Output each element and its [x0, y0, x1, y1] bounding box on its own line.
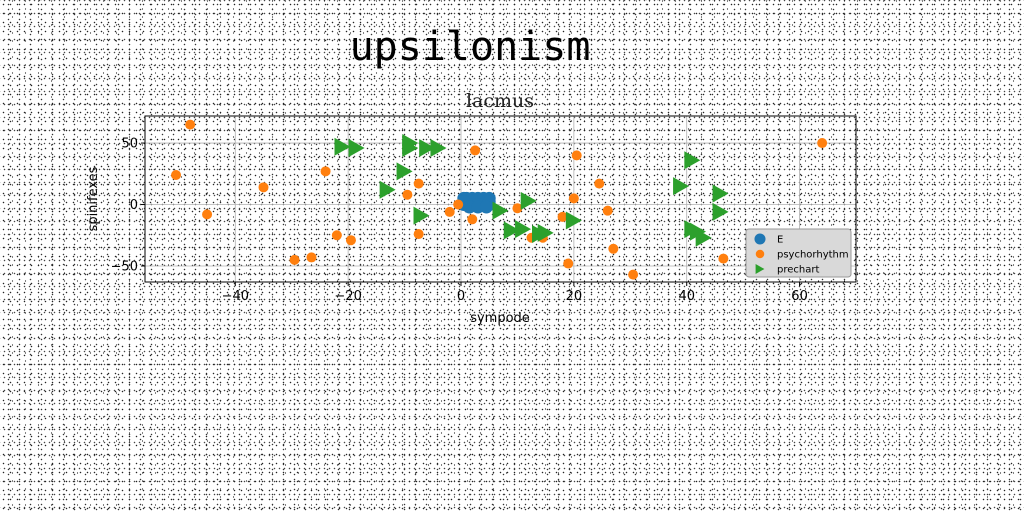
legend-label: prechart	[777, 265, 819, 276]
legend-marker	[755, 264, 765, 274]
data-point	[258, 182, 269, 193]
data-point	[492, 201, 509, 220]
data-point	[402, 138, 419, 157]
legend-box	[745, 228, 852, 278]
data-point	[444, 206, 455, 217]
data-point	[419, 138, 436, 157]
series-E	[457, 191, 496, 214]
data-point	[402, 189, 413, 200]
y-axis-label: spinifexes	[86, 166, 101, 231]
data-point	[396, 162, 413, 181]
data-point	[537, 223, 554, 242]
data-point	[348, 138, 365, 157]
series-psychorhythm	[171, 119, 828, 280]
data-point	[565, 211, 582, 230]
data-point	[430, 138, 447, 157]
plot-area-frame	[144, 115, 857, 283]
data-point	[520, 191, 537, 210]
figure-title: upsilonism	[350, 24, 591, 70]
data-point	[470, 145, 481, 156]
data-point	[712, 184, 729, 203]
data-point	[718, 253, 729, 264]
x-tick-label: −40	[222, 289, 249, 304]
data-point	[557, 211, 568, 222]
data-point	[331, 230, 342, 241]
y-tick-label: −50	[111, 260, 138, 275]
data-point	[602, 205, 613, 216]
data-point	[608, 243, 619, 254]
data-point	[306, 252, 317, 263]
legend-label: E	[777, 235, 783, 246]
grid-lines	[145, 116, 856, 282]
x-tick-label: 40	[678, 289, 695, 304]
data-point	[712, 202, 729, 221]
data-point	[684, 151, 701, 170]
data-point	[334, 137, 351, 156]
data-point	[503, 221, 520, 240]
x-axis-label: sympode	[470, 311, 530, 326]
x-tick-label: 60	[791, 289, 808, 304]
data-point	[673, 177, 690, 196]
data-point	[695, 228, 712, 247]
data-points	[171, 119, 828, 280]
data-point	[185, 119, 196, 130]
data-point	[817, 138, 828, 149]
data-point	[479, 200, 493, 214]
data-point	[379, 180, 396, 199]
data-point	[345, 235, 356, 246]
data-point	[563, 258, 574, 269]
data-point	[467, 214, 478, 225]
data-point	[289, 254, 300, 265]
data-point	[413, 178, 424, 189]
data-point	[571, 150, 582, 161]
legend-marker	[754, 233, 766, 245]
legend-label: psychorhythm	[777, 250, 849, 261]
legend-marker	[755, 249, 765, 259]
data-point	[413, 229, 424, 240]
data-point	[171, 170, 182, 181]
axis-ticks: −40 −20 0 20 40 60 −50 0 50	[111, 137, 808, 304]
data-point	[628, 269, 639, 280]
chart-title: lacmus	[466, 90, 534, 112]
x-tick-label: 20	[566, 289, 583, 304]
data-point	[515, 220, 532, 239]
data-point	[453, 199, 464, 210]
data-point	[568, 193, 579, 204]
y-tick-label: 0	[130, 198, 138, 213]
x-tick-label: 0	[457, 289, 465, 304]
data-point	[594, 178, 605, 189]
x-tick-label: −20	[334, 289, 361, 304]
data-point	[202, 209, 213, 220]
series-prechart	[334, 134, 729, 247]
data-point	[512, 203, 523, 214]
y-tick-label: 50	[121, 137, 138, 152]
data-point	[320, 166, 331, 177]
data-point	[413, 206, 430, 225]
